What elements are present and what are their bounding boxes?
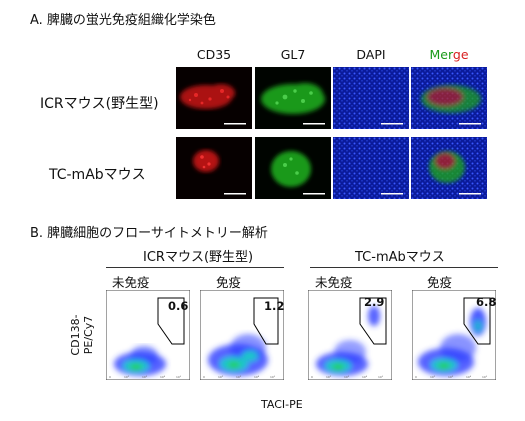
gate-percentage-tc-unimmunized: 2.9 [364,295,385,309]
svg-text:10⁴: 10⁴ [160,375,166,379]
group-label-icr: ICRマウス(野生型) [143,250,254,265]
svg-text:0: 0 [203,375,205,379]
group-divider-icr [106,267,284,268]
svg-text:10⁵: 10⁵ [482,375,488,379]
svg-text:10⁵: 10⁵ [270,375,276,379]
group-label-tc-mab: TC-mAbマウス [355,250,445,265]
flow-plot-tc-unimmunized-image: 0 10² 10³ 10⁴ 10⁵ [308,290,392,380]
micrograph-tc-dapi [333,137,409,199]
micrograph-icr-gl7-image [255,67,331,129]
svg-text:0: 0 [109,375,111,379]
svg-text:10²: 10² [124,375,130,379]
row-label-tc-mab: TC-mAbマウス [49,167,146,183]
flow-plot-icr-unimmunized-image: 0 10² 10³ 10⁴ 10⁵ [106,290,190,380]
y-axis-label: CD138- PE/Cy7 [69,295,95,375]
micrograph-icr-gl7 [255,67,331,129]
micrograph-icr-cd35 [176,67,252,129]
svg-text:0: 0 [415,375,417,379]
svg-text:10³: 10³ [142,375,148,379]
sub-label-icr-immunized: 免疫 [216,275,242,290]
sub-label-icr-unimmunized: 未免疫 [112,275,150,290]
micrograph-tc-cd35-image [176,137,252,199]
svg-text:10³: 10³ [236,375,242,379]
micrograph-tc-dapi-image [333,137,409,199]
micrograph-icr-merge [411,67,487,129]
y-axis-label-line1: CD138- [69,314,82,356]
column-label-merge: Merge [411,47,487,62]
svg-text:10⁴: 10⁴ [362,375,368,379]
section-b-title: B. 脾臓細胞のフローサイトメトリー解析 [30,226,268,241]
svg-text:10⁵: 10⁵ [378,375,384,379]
flow-plot-tc-immunized: 0 10² 10³ 10⁴ 10⁵ [412,290,496,380]
micrograph-icr-dapi [333,67,409,129]
micrograph-icr-merge-image [411,67,487,129]
micrograph-icr-dapi-image [333,67,409,129]
section-a-title: A. 脾臓の蛍光免疫組織化学染色 [30,13,216,28]
merge-label-red: ge [452,47,469,62]
micrograph-tc-cd35 [176,137,252,199]
micrograph-icr-cd35-image [176,67,252,129]
svg-text:10⁵: 10⁵ [176,375,182,379]
micrograph-tc-gl7 [255,137,331,199]
gate-percentage-tc-immunized: 6.8 [476,295,497,309]
svg-text:10⁴: 10⁴ [254,375,260,379]
svg-text:10²: 10² [218,375,224,379]
merge-label-green: Mer [429,47,453,62]
svg-text:10⁴: 10⁴ [466,375,472,379]
flow-plot-tc-immunized-image: 0 10² 10³ 10⁴ 10⁵ [412,290,496,380]
svg-text:10³: 10³ [344,375,350,379]
column-label-dapi: DAPI [356,47,386,62]
flow-plot-icr-unimmunized: 0 10² 10³ 10⁴ 10⁵ [106,290,190,380]
group-divider-tc-mab [310,267,498,268]
flow-plot-tc-unimmunized: 0 10² 10³ 10⁴ 10⁵ [308,290,392,380]
micrograph-tc-merge [411,137,487,199]
sub-label-tc-immunized: 免疫 [427,275,453,290]
gate-percentage-icr-unimmunized: 0.6 [168,299,189,313]
row-label-icr: ICRマウス(野生型) [40,96,159,112]
column-label-cd35: CD35 [196,47,232,62]
svg-text:10³: 10³ [448,375,454,379]
sub-label-tc-unimmunized: 未免疫 [315,275,353,290]
x-axis-label: TACI-PE [261,398,303,411]
column-label-gl7: GL7 [280,47,306,62]
flow-plot-icr-immunized: 0 10² 10³ 10⁴ 10⁵ [200,290,284,380]
gate-percentage-icr-immunized: 1.2 [264,299,285,313]
flow-plot-icr-immunized-image: 0 10² 10³ 10⁴ 10⁵ [200,290,284,380]
micrograph-tc-merge-image [411,137,487,199]
y-axis-label-line2: PE/Cy7 [82,315,95,355]
svg-text:10²: 10² [326,375,332,379]
svg-text:10²: 10² [430,375,436,379]
svg-text:0: 0 [311,375,313,379]
micrograph-tc-gl7-image [255,137,331,199]
